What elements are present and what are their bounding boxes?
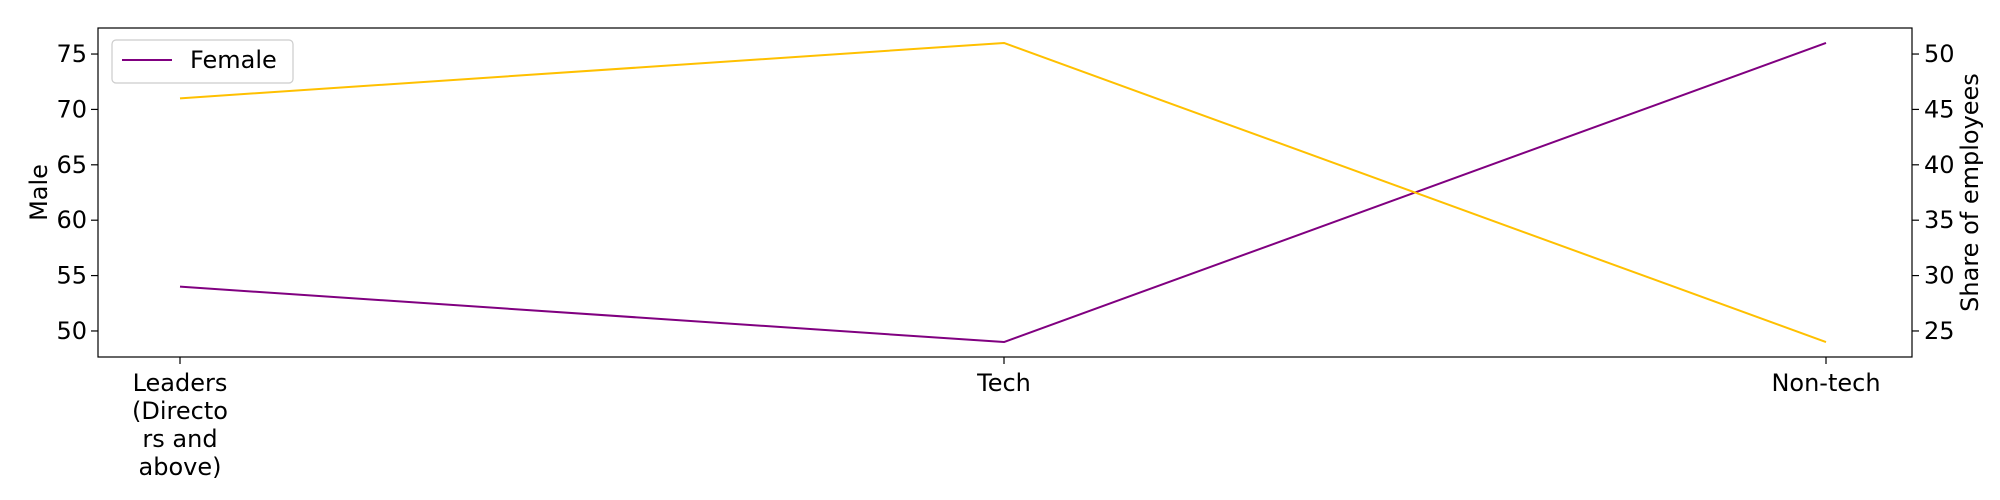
y-right-tick-label: 45 xyxy=(1924,95,1955,123)
y-left-tick-label: 50 xyxy=(56,317,87,345)
y-right-tick-label: 50 xyxy=(1924,40,1955,68)
plot-area xyxy=(179,41,1827,344)
y-axis-right-title: Share of employees xyxy=(1956,73,1984,312)
y-right-tick-label: 25 xyxy=(1924,317,1955,345)
y-axis-left-title: Male xyxy=(25,164,53,221)
plot-frame xyxy=(97,27,1913,358)
legend: Female xyxy=(111,39,294,84)
legend-label-female: Female xyxy=(190,46,277,74)
y-left-tick-label: 55 xyxy=(56,262,87,290)
y-left-tick-label: 65 xyxy=(56,151,87,179)
x-tick-label: Tech xyxy=(976,369,1031,397)
series-line-female xyxy=(179,42,1827,344)
y-left-tick-label: 70 xyxy=(56,95,87,123)
x-tick-label: Non-tech xyxy=(1771,369,1880,397)
y-right-tick-label: 35 xyxy=(1924,206,1955,234)
y-right-tick-label: 30 xyxy=(1924,262,1955,290)
legend-box xyxy=(111,39,294,84)
x-tick-label: Leaders (Directo rs and above) xyxy=(132,369,228,481)
y-left-tick-label: 75 xyxy=(56,40,87,68)
axes: 50 55 60 65 70 75 25 30 35 40 45 50 Leaders (Directo r… xyxy=(56,27,1955,481)
y-right-tick-label: 40 xyxy=(1924,151,1955,179)
series-line-secondary xyxy=(179,41,1827,343)
y-left-tick-label: 60 xyxy=(56,206,87,234)
